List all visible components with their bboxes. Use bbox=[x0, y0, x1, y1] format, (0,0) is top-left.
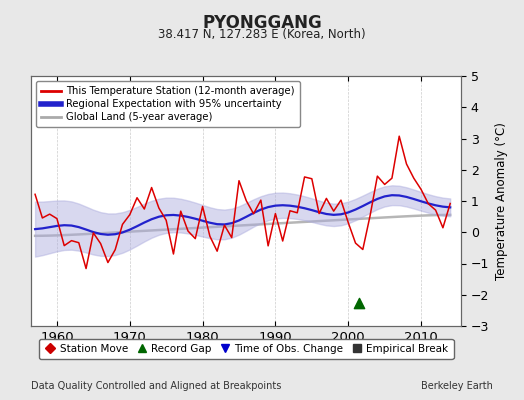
Legend: This Temperature Station (12-month average), Regional Expectation with 95% uncer: This Temperature Station (12-month avera… bbox=[37, 81, 300, 127]
Text: Data Quality Controlled and Aligned at Breakpoints: Data Quality Controlled and Aligned at B… bbox=[31, 381, 282, 391]
Text: PYONGGANG: PYONGGANG bbox=[202, 14, 322, 32]
Text: 38.417 N, 127.283 E (Korea, North): 38.417 N, 127.283 E (Korea, North) bbox=[158, 28, 366, 41]
Y-axis label: Temperature Anomaly (°C): Temperature Anomaly (°C) bbox=[495, 122, 508, 280]
Point bbox=[355, 299, 363, 306]
Text: Berkeley Earth: Berkeley Earth bbox=[421, 381, 493, 391]
Legend: Station Move, Record Gap, Time of Obs. Change, Empirical Break: Station Move, Record Gap, Time of Obs. C… bbox=[39, 339, 454, 359]
